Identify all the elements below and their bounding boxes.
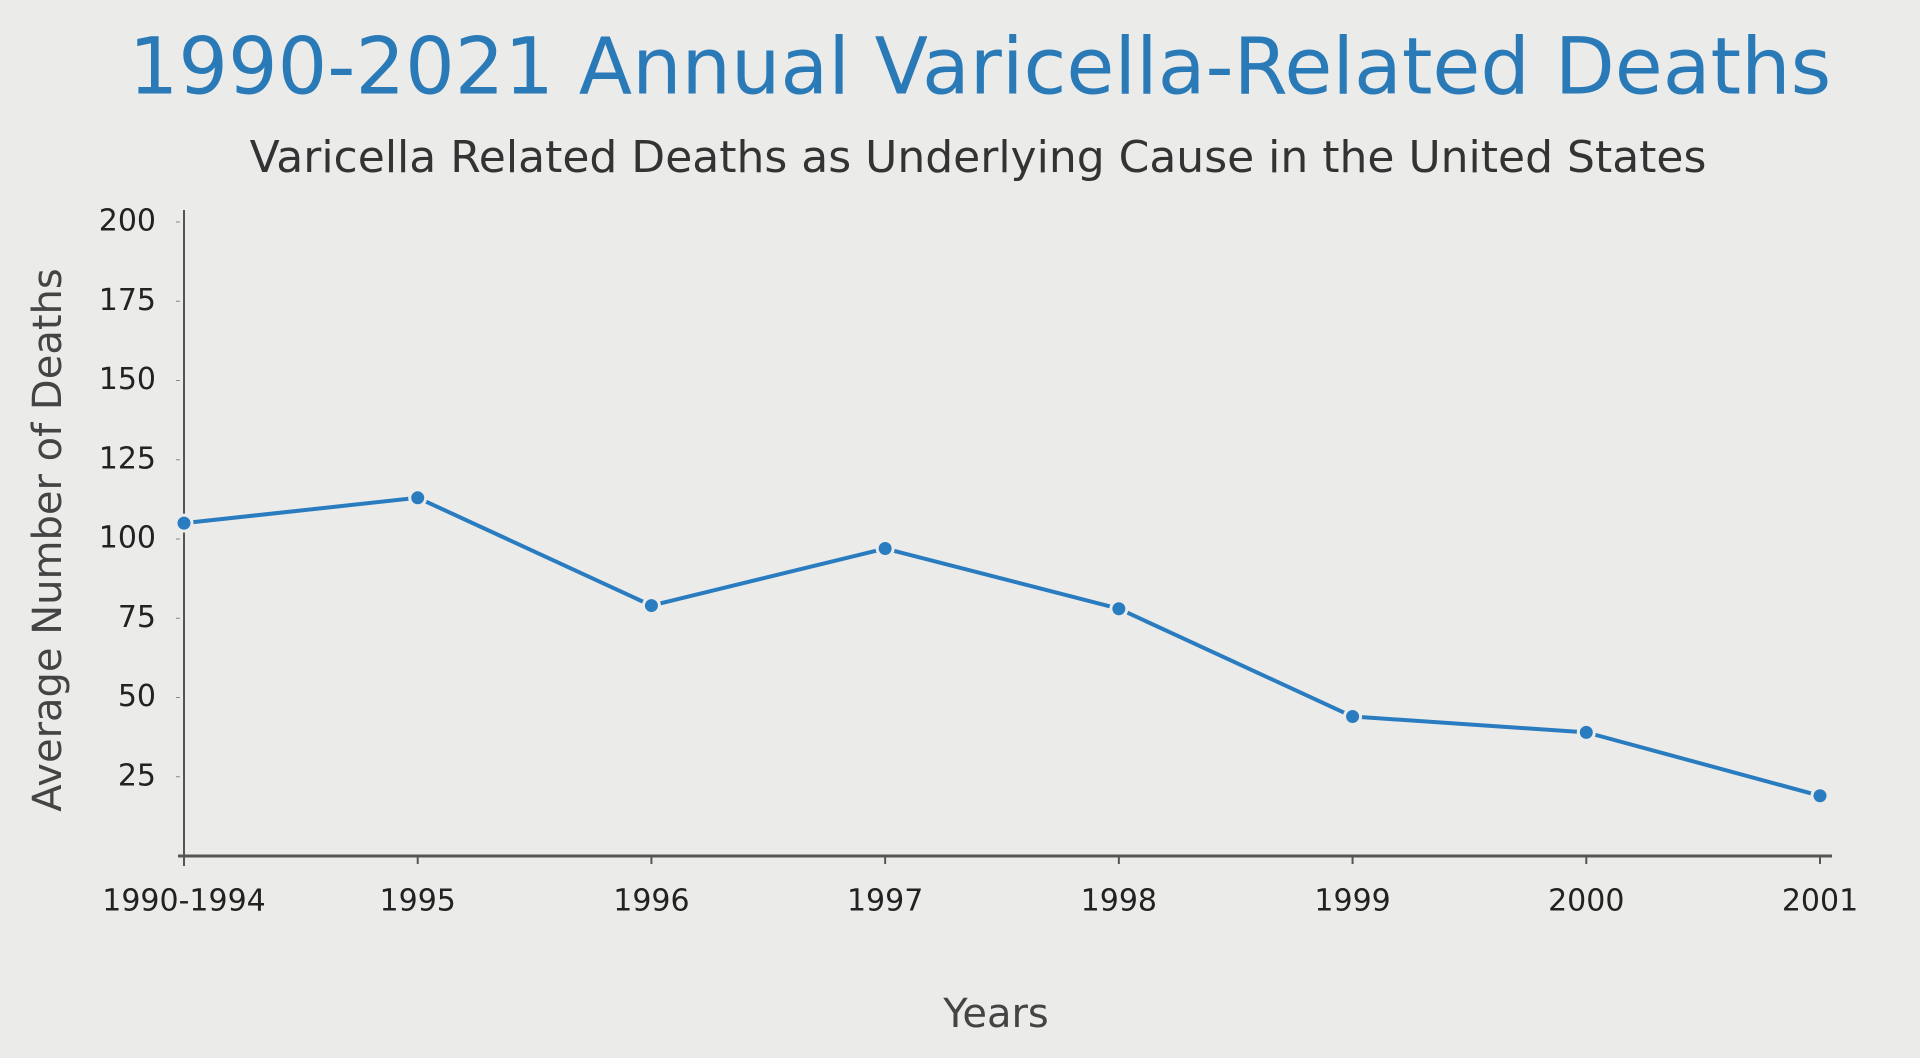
x-tick-label: 1998 (1081, 884, 1157, 919)
x-tick-label: 1999 (1314, 884, 1390, 919)
data-point (1576, 722, 1596, 742)
x-tick-label: 2000 (1548, 884, 1624, 919)
x-tick-label: 1997 (847, 884, 923, 919)
y-tick-label: 75 (118, 600, 156, 635)
data-point (875, 539, 895, 559)
y-tick-label: 125 (99, 441, 156, 476)
y-tick-label: 150 (99, 362, 156, 397)
x-axis-title: Years (942, 991, 1049, 1037)
x-tick-label: 1995 (380, 884, 456, 919)
line-series (183, 495, 1821, 798)
y-tick-label: 175 (99, 283, 156, 318)
data-point (1109, 599, 1129, 619)
data-point (174, 513, 194, 533)
x-tick-label: 2001 (1782, 884, 1858, 919)
data-point (641, 596, 661, 616)
y-tick-label: 100 (99, 521, 156, 556)
y-axis-title: Average Number of Deaths (25, 268, 71, 811)
data-point (1343, 707, 1363, 727)
data-point (1810, 786, 1830, 806)
data-point (408, 488, 428, 508)
y-tick-label: 200 (99, 204, 156, 239)
chart-subtitle: Varicella Related Deaths as Underlying C… (250, 132, 1707, 183)
x-tick-label: 1990-1994 (102, 884, 266, 919)
y-tick-label: 25 (118, 758, 156, 793)
x-tick-label: 1996 (613, 884, 689, 919)
chart-title: 1990-2021 Annual Varicella-Related Death… (129, 22, 1831, 112)
y-tick-label: 50 (118, 679, 156, 714)
